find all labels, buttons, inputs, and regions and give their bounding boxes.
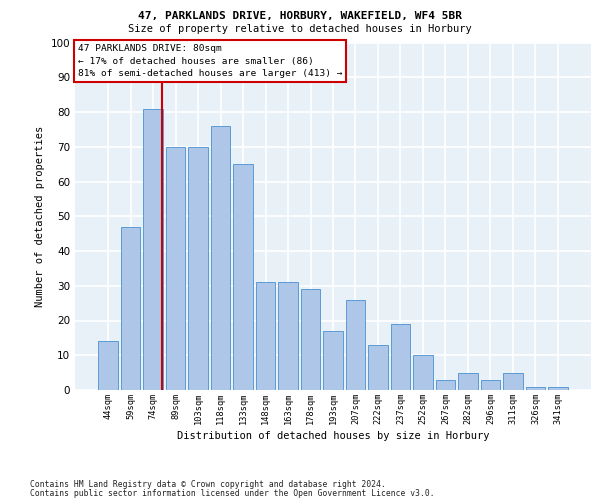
X-axis label: Distribution of detached houses by size in Horbury: Distribution of detached houses by size … — [177, 431, 489, 441]
Bar — [98, 342, 118, 390]
Text: Contains HM Land Registry data © Crown copyright and database right 2024.: Contains HM Land Registry data © Crown c… — [30, 480, 386, 489]
Bar — [413, 355, 433, 390]
Bar — [548, 386, 568, 390]
Bar — [233, 164, 253, 390]
Text: Size of property relative to detached houses in Horbury: Size of property relative to detached ho… — [128, 24, 472, 34]
Bar — [526, 386, 545, 390]
Y-axis label: Number of detached properties: Number of detached properties — [35, 126, 45, 307]
Text: Contains public sector information licensed under the Open Government Licence v3: Contains public sector information licen… — [30, 489, 434, 498]
Bar — [481, 380, 500, 390]
Bar — [256, 282, 275, 390]
Bar — [436, 380, 455, 390]
Bar — [188, 147, 208, 390]
Text: 47, PARKLANDS DRIVE, HORBURY, WAKEFIELD, WF4 5BR: 47, PARKLANDS DRIVE, HORBURY, WAKEFIELD,… — [138, 11, 462, 21]
Bar — [121, 226, 140, 390]
Bar — [458, 372, 478, 390]
Bar — [323, 331, 343, 390]
Bar — [211, 126, 230, 390]
Bar — [278, 282, 298, 390]
Bar — [166, 147, 185, 390]
Bar — [346, 300, 365, 390]
Bar — [368, 345, 388, 390]
Bar — [301, 289, 320, 390]
Bar — [391, 324, 410, 390]
Text: 47 PARKLANDS DRIVE: 80sqm
← 17% of detached houses are smaller (86)
81% of semi-: 47 PARKLANDS DRIVE: 80sqm ← 17% of detac… — [77, 44, 342, 78]
Bar — [143, 108, 163, 390]
Bar — [503, 372, 523, 390]
